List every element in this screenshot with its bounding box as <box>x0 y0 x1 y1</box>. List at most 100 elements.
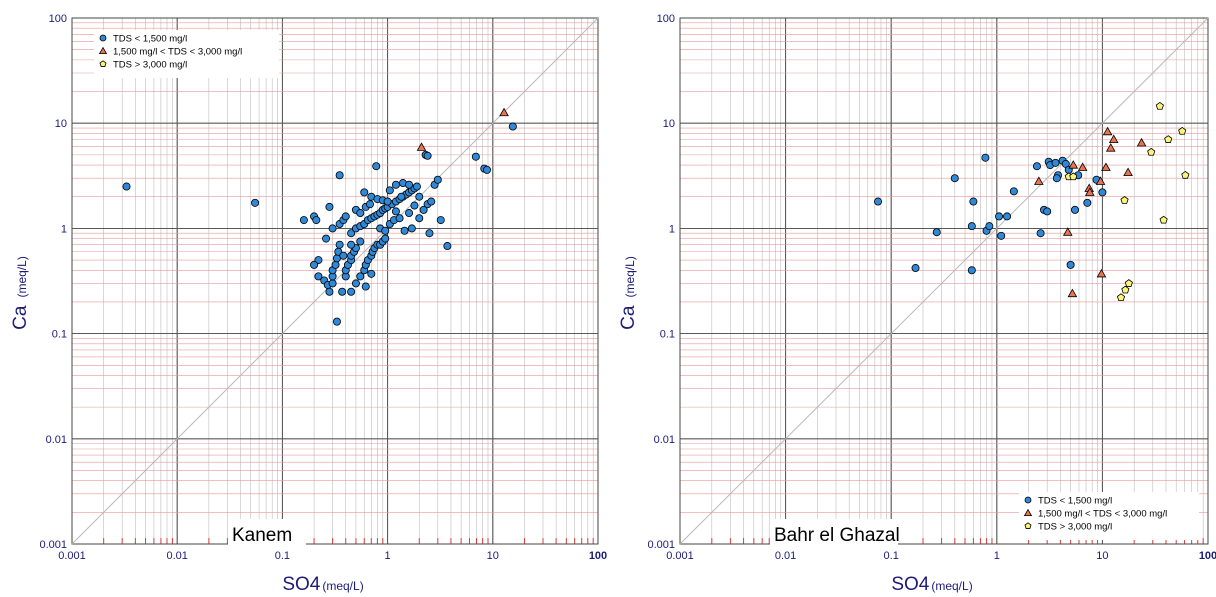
legend-marker <box>1024 522 1032 529</box>
x-tick-label: 100 <box>589 550 607 562</box>
x-tick-label: 0.1 <box>884 550 899 562</box>
data-point <box>360 188 369 197</box>
data-point <box>1043 207 1052 216</box>
data-point <box>932 228 941 237</box>
data-point <box>419 205 428 214</box>
y-tick-label: 1 <box>61 223 67 235</box>
data-point <box>328 224 337 233</box>
y-tick-label: 0.01 <box>654 434 675 446</box>
x-tick-label: 100 <box>1199 550 1216 562</box>
data-point <box>299 216 308 225</box>
y-axis-label: Ca <box>10 305 31 330</box>
data-point <box>405 180 414 189</box>
plot-frame <box>71 17 599 545</box>
data-point <box>1003 212 1012 221</box>
data-point <box>405 209 414 218</box>
y-tick-label: 100 <box>657 13 675 25</box>
data-point <box>341 212 350 221</box>
data-point <box>356 209 365 218</box>
data-point <box>415 214 424 223</box>
data-point <box>1098 188 1107 197</box>
data-point <box>1095 176 1106 185</box>
legend-entry: TDS < 1,500 mg/l <box>113 34 187 45</box>
panel-label-background <box>770 519 898 549</box>
data-point <box>335 240 344 249</box>
data-point <box>1116 293 1126 302</box>
data-point <box>385 186 394 195</box>
series-circle <box>122 122 517 326</box>
data-point <box>1052 174 1061 183</box>
data-point <box>314 272 323 281</box>
data-point <box>997 231 1006 240</box>
series-triangle <box>416 107 509 151</box>
data-point <box>347 287 356 296</box>
data-point <box>356 237 365 246</box>
data-point <box>372 162 381 171</box>
data-point <box>1124 279 1133 287</box>
series-pentagon <box>1064 101 1190 302</box>
data-point <box>508 122 517 131</box>
data-point <box>410 201 419 210</box>
kanem-scatter-chart: 0.001 0.01 0.1 1 10 1000.0010.010.1110100SO4(… <box>10 13 607 595</box>
data-point <box>325 287 334 296</box>
data-point <box>361 282 370 291</box>
legend-marker <box>1024 496 1032 504</box>
data-point <box>381 234 390 243</box>
data-point <box>391 180 400 189</box>
data-point <box>383 197 392 206</box>
x-tick-label: 10 <box>487 550 499 562</box>
data-point <box>1155 101 1164 110</box>
data-point <box>351 279 360 288</box>
data-point <box>1077 162 1088 171</box>
bahr-el-ghazal-scatter-chart: 0.001 0.01 0.1 1 10 1000.0010.010.1110100SO4(… <box>618 13 1216 595</box>
data-point <box>356 272 365 281</box>
data-point <box>1108 134 1119 144</box>
data-point <box>967 266 976 275</box>
legend-entry: TDS < 1,500 mg/l <box>1038 496 1112 507</box>
y-axis-title: Ca (meq/L) <box>618 256 639 330</box>
data-point <box>347 240 356 249</box>
data-point <box>443 242 452 251</box>
data-point <box>1067 288 1078 298</box>
data-point <box>367 269 376 278</box>
data-point <box>395 214 404 223</box>
data-point <box>339 251 348 260</box>
one-to-one-reference-line <box>679 17 1209 545</box>
legend-marker <box>98 46 108 54</box>
x-axis-unit: (meq/L) <box>931 579 972 593</box>
data-point <box>1084 187 1095 196</box>
data-point <box>1068 160 1079 169</box>
data-point <box>425 229 434 238</box>
data-point <box>1121 285 1130 294</box>
data-point <box>391 207 400 216</box>
data-point <box>1062 227 1073 236</box>
legend-marker <box>1023 508 1033 516</box>
x-tick-label: 0.01 <box>166 550 187 562</box>
data-point <box>1105 143 1116 152</box>
legend-marker <box>99 34 107 42</box>
data-point <box>397 192 406 201</box>
y-tick-label: 0.001 <box>647 539 675 551</box>
data-point <box>1147 147 1156 156</box>
data-point <box>436 216 445 225</box>
legend-entry: 1,500 mg/l < TDS < 3,000 mg/l <box>1038 509 1167 520</box>
series-circle <box>874 153 1107 275</box>
data-point <box>911 264 920 273</box>
data-point <box>1033 176 1044 185</box>
data-point <box>1009 187 1018 196</box>
data-point <box>1123 167 1133 176</box>
data-point <box>331 260 340 269</box>
legend-entry: TDS > 3,000 mg/l <box>1038 522 1112 533</box>
legend-marker <box>99 60 107 67</box>
y-tick-label: 0.1 <box>660 329 675 341</box>
data-point <box>251 198 260 207</box>
data-point <box>400 226 409 235</box>
data-point <box>1102 126 1113 136</box>
y-axis-label: Ca <box>618 305 639 330</box>
data-point <box>995 212 1004 221</box>
legend-entry: TDS > 3,000 mg/l <box>113 60 187 71</box>
panel-label-text: Kanem <box>232 525 292 546</box>
data-point <box>433 175 442 184</box>
panel-label: Kanem <box>228 519 306 549</box>
data-point <box>312 216 321 225</box>
